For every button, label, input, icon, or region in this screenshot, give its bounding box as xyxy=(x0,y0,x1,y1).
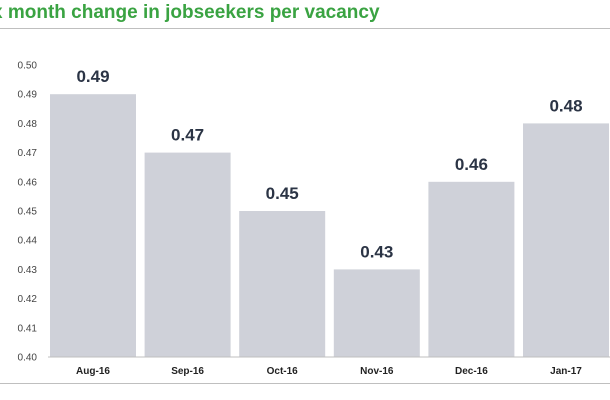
y-tick-label: 0.48 xyxy=(18,119,38,130)
y-tick-label: 0.44 xyxy=(18,236,38,247)
x-tick-label: Aug-16 xyxy=(76,366,110,377)
y-tick-label: 0.45 xyxy=(18,207,38,218)
y-tick-label: 0.41 xyxy=(18,323,38,334)
bar-series xyxy=(50,94,609,358)
data-label: 0.49 xyxy=(76,67,109,86)
y-tick-label: 0.40 xyxy=(18,353,38,364)
y-tick-label: 0.46 xyxy=(18,177,38,188)
y-axis: 0.40 0.41 0.42 0.43 0.44 0.45 0.46 0.47 0.48 0.49… xyxy=(18,61,38,364)
x-axis: Aug-16 Sep-16 Oct-16 Nov-16 Dec-16 Jan-17 xyxy=(76,366,582,377)
x-tick-label: Sep-16 xyxy=(171,366,204,377)
y-tick-label: 0.49 xyxy=(18,90,38,101)
data-label: 0.43 xyxy=(360,242,393,261)
y-tick-label: 0.50 xyxy=(18,61,38,72)
bar-oct-16 xyxy=(239,211,326,357)
bar-jan-17 xyxy=(523,123,609,358)
y-tick-label: 0.47 xyxy=(18,148,38,159)
bottom-divider xyxy=(0,383,610,384)
bar-nov-16 xyxy=(333,269,420,357)
top-divider xyxy=(0,28,610,29)
y-tick-label: 0.42 xyxy=(18,294,38,305)
x-tick-label: Dec-16 xyxy=(455,366,488,377)
bar-dec-16 xyxy=(428,181,515,357)
data-label: 0.46 xyxy=(455,155,488,174)
x-tick-label: Jan-17 xyxy=(550,366,582,377)
data-label: 0.48 xyxy=(549,96,582,115)
y-tick-label: 0.43 xyxy=(18,265,38,276)
data-labels: 0.49 0.47 0.45 0.43 0.46 0.48 xyxy=(76,67,582,261)
bar-sep-16 xyxy=(144,152,231,357)
chart-title: x month change in jobseekers per vacancy xyxy=(0,2,380,23)
x-tick-label: Oct-16 xyxy=(267,366,299,377)
bar-aug-16 xyxy=(50,94,136,357)
data-label: 0.47 xyxy=(171,126,204,145)
x-tick-label: Nov-16 xyxy=(360,366,394,377)
data-label: 0.45 xyxy=(266,184,299,203)
